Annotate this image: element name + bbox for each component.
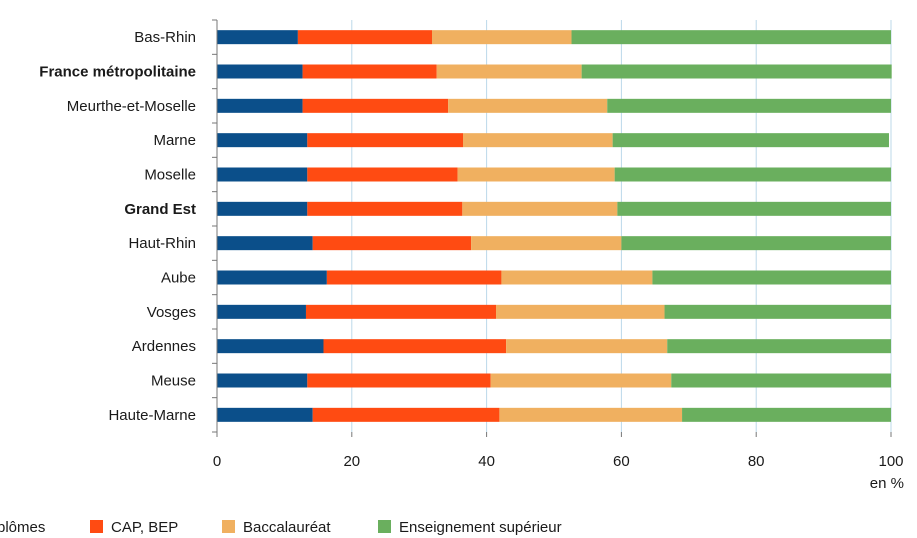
- x-tick-label: 20: [343, 453, 360, 470]
- bar-segment: [463, 133, 613, 148]
- bar-segment: [307, 167, 458, 182]
- bar-segment: [581, 64, 892, 79]
- bar-segment: [217, 236, 313, 251]
- bar-segment: [217, 98, 303, 113]
- bar-segment: [312, 236, 472, 251]
- bar-segment: [448, 98, 608, 113]
- category-label: Aube: [161, 270, 196, 287]
- category-label: Grand Est: [124, 201, 196, 218]
- category-label: Vosges: [147, 304, 196, 321]
- category-label: Haut-Rhin: [128, 235, 196, 252]
- bar-segment: [323, 339, 507, 354]
- legend-label: plômes: [0, 519, 45, 536]
- legend-label: Baccalauréat: [243, 519, 331, 536]
- bars: [217, 30, 892, 422]
- x-tick-label: 0: [213, 453, 221, 470]
- bar-segment: [217, 339, 324, 354]
- bar-segment: [307, 201, 463, 216]
- bar-segment: [217, 167, 308, 182]
- bar-segment: [436, 64, 582, 79]
- bar-segment: [432, 30, 572, 45]
- bar-segment: [607, 98, 891, 113]
- bar-segment: [471, 236, 622, 251]
- bar-segment: [490, 373, 672, 388]
- bar-segment: [217, 373, 308, 388]
- bar-segment: [217, 201, 308, 216]
- category-label: Meuse: [151, 373, 196, 390]
- bar-segment: [217, 304, 306, 319]
- bar-segment: [302, 98, 449, 113]
- category-label: Haute-Marne: [108, 407, 196, 424]
- bar-segment: [312, 407, 500, 422]
- bar-segment: [297, 30, 433, 45]
- bar-segment: [217, 133, 308, 148]
- bar-segment: [326, 270, 502, 285]
- category-labels: Bas-Rhin France métropolitaine Meurthe-et-…: [39, 29, 196, 424]
- axes: [212, 19, 892, 437]
- category-label: Moselle: [144, 167, 196, 184]
- legend: plômes CAP, BEP Baccalauréat Enseignement s…: [0, 519, 562, 536]
- bar-segment: [217, 30, 298, 45]
- bar-segment: [671, 373, 891, 388]
- bar-segment: [506, 339, 668, 354]
- bar-segment: [652, 270, 891, 285]
- legend-swatch: [90, 520, 103, 533]
- bar-segment: [302, 64, 437, 79]
- bar-segment: [612, 133, 889, 148]
- bar-segment: [305, 304, 497, 319]
- bar-segment: [682, 407, 891, 422]
- gridlines: [351, 20, 892, 432]
- x-tick-label: 40: [478, 453, 495, 470]
- legend-label: CAP, BEP: [111, 519, 178, 536]
- bar-segment: [571, 30, 891, 45]
- category-label: Meurthe-et-Moselle: [67, 98, 196, 115]
- legend-label: Enseignement supérieur: [399, 519, 562, 536]
- bar-segment: [217, 270, 327, 285]
- bar-segment: [501, 270, 653, 285]
- bar-segment: [307, 373, 491, 388]
- bar-segment: [307, 133, 464, 148]
- x-tick-label: 60: [613, 453, 630, 470]
- bar-segment: [614, 167, 891, 182]
- category-label: France métropolitaine: [39, 64, 196, 81]
- bar-segment: [617, 201, 891, 216]
- bar-segment: [457, 167, 615, 182]
- bar-segment: [621, 236, 891, 251]
- x-tick-label: 80: [748, 453, 765, 470]
- bar-segment: [496, 304, 665, 319]
- x-axis-label: en %: [870, 475, 904, 492]
- bar-segment: [217, 64, 303, 79]
- category-label: Bas-Rhin: [134, 29, 196, 46]
- bar-segment: [499, 407, 683, 422]
- legend-swatch: [378, 520, 391, 533]
- bar-segment: [667, 339, 891, 354]
- bar-segment: [462, 201, 618, 216]
- category-label: Ardennes: [132, 338, 196, 355]
- bar-segment: [664, 304, 891, 319]
- x-tick-label: 100: [878, 453, 903, 470]
- bar-segment: [217, 407, 313, 422]
- x-tick-labels: 0 20 40 60 80 100: [213, 453, 904, 470]
- legend-swatch: [222, 520, 235, 533]
- category-label: Marne: [153, 132, 196, 149]
